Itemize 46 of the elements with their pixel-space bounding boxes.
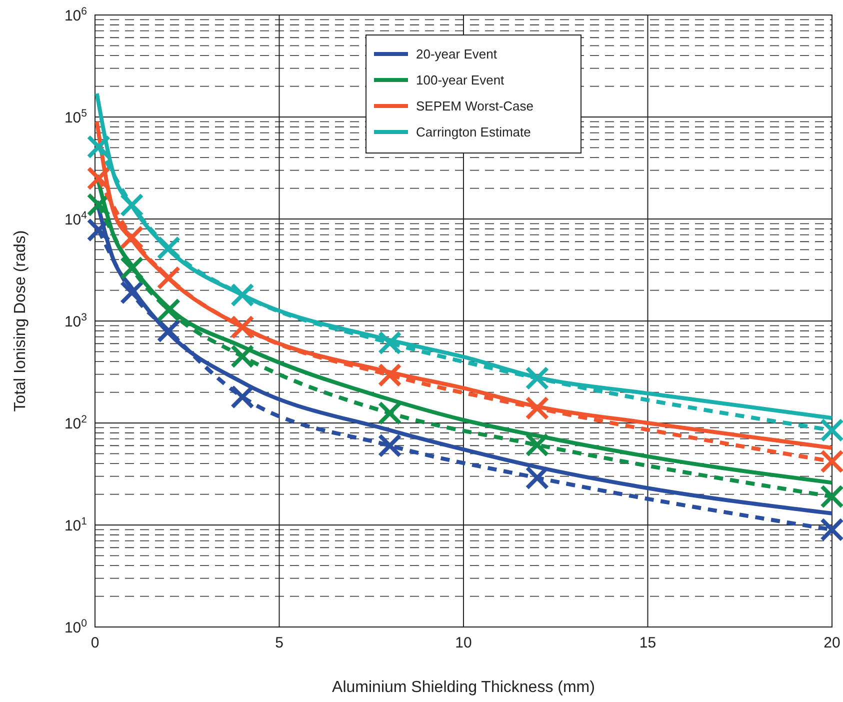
x-tick-label: 10: [455, 634, 472, 652]
point: [378, 330, 402, 355]
point: [525, 366, 550, 390]
point: [120, 193, 144, 217]
point: [378, 401, 402, 426]
y-tick-label: 10$^{1}$: [64, 515, 88, 534]
point: [820, 449, 843, 474]
legend-label: 20-year Event: [416, 46, 498, 62]
point: [525, 396, 550, 420]
x-tick-label: 20: [824, 634, 840, 652]
x-tick-label: 0: [90, 634, 100, 652]
point: [820, 418, 843, 442]
point: [156, 236, 181, 260]
legend-label: 100-year Event: [416, 72, 505, 88]
point: [230, 344, 254, 368]
point: [86, 192, 111, 217]
y-axis-title: Total Ionising Dose (rads): [12, 230, 29, 412]
point: [525, 432, 550, 457]
point: [120, 225, 144, 250]
legend-label: SEPEM Worst-Case: [416, 98, 534, 114]
point: [156, 266, 181, 290]
y-tick-label: 10$^{4}$: [64, 209, 88, 228]
point: [820, 484, 843, 509]
point: [820, 518, 843, 542]
point: [120, 256, 144, 280]
point: [230, 283, 254, 307]
point: [86, 218, 111, 242]
point: [378, 363, 402, 388]
point: [525, 466, 550, 490]
y-tick-label: 10$^{6}$: [64, 5, 88, 24]
x-tick-label: 15: [639, 634, 656, 652]
point: [156, 318, 181, 343]
point: [86, 134, 111, 159]
point: [86, 166, 111, 190]
point: [378, 434, 402, 458]
y-tick-label: 10$^{3}$: [64, 311, 88, 330]
point: [230, 315, 254, 340]
y-tick-label: 10$^{0}$: [64, 617, 88, 636]
point: [230, 385, 254, 409]
legend-label: Carrington Estimate: [416, 124, 531, 140]
y-tick-label: 10$^{5}$: [64, 107, 88, 126]
y-tick-label: 10$^{2}$: [64, 413, 88, 432]
point: [120, 280, 144, 305]
x-axis-title: Aluminium Shielding Thickness (mm): [332, 679, 595, 696]
x-tick-label: 5: [275, 634, 284, 652]
point: [156, 298, 181, 322]
